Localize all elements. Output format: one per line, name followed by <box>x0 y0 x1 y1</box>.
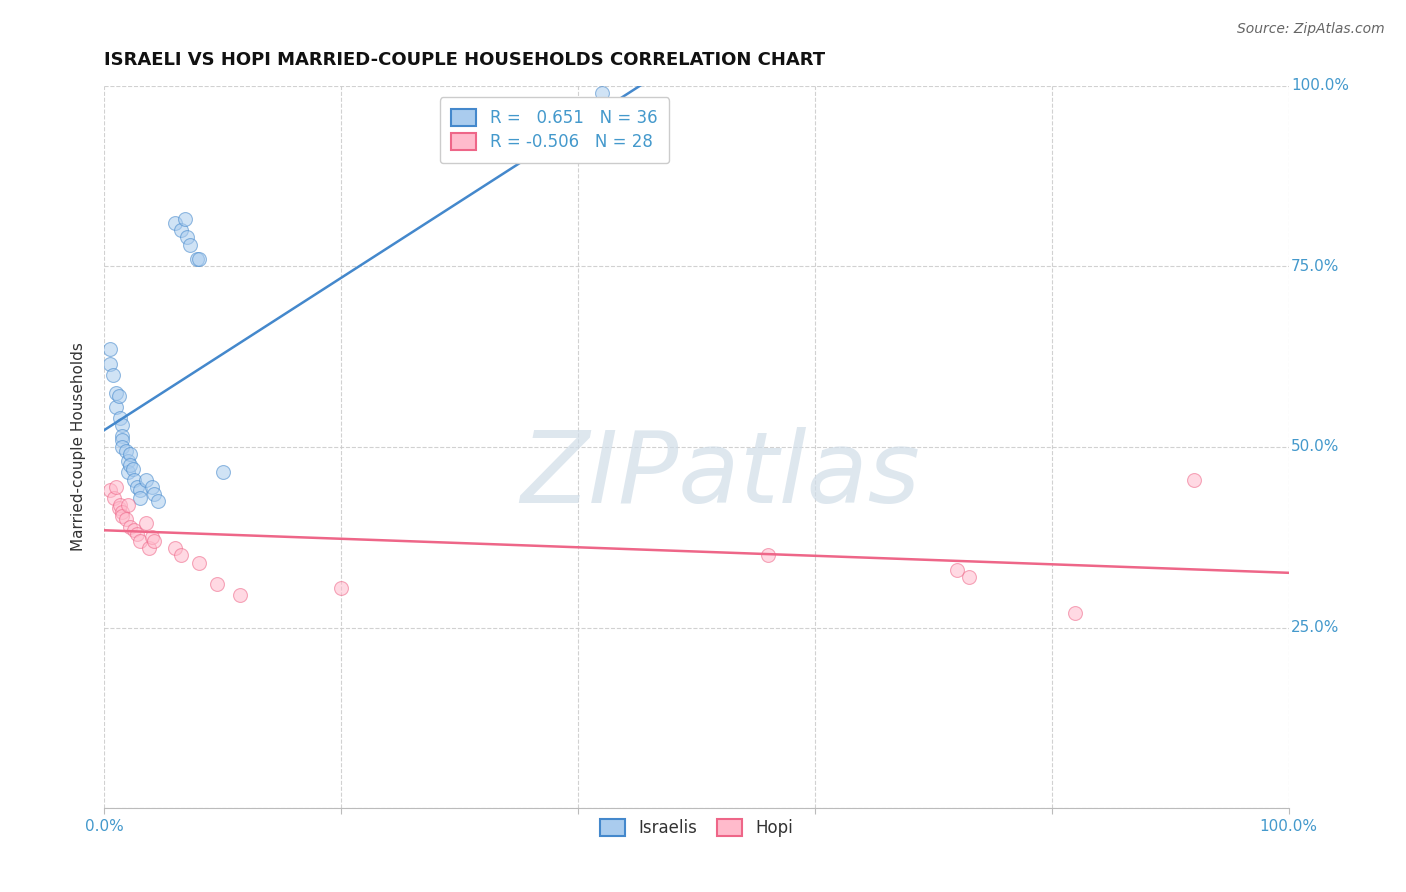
Point <box>98 483 121 498</box>
Point <box>117 498 139 512</box>
Point <box>135 516 157 530</box>
Point <box>141 530 163 544</box>
Point <box>128 483 150 498</box>
Point <box>111 433 134 447</box>
Point <box>107 501 129 516</box>
Point <box>205 577 228 591</box>
Legend: Israelis, Hopi: Israelis, Hopi <box>593 812 800 844</box>
Point <box>957 570 980 584</box>
Point <box>602 144 624 158</box>
Point <box>111 418 134 433</box>
Point <box>122 523 145 537</box>
Point <box>101 368 124 382</box>
Point <box>143 487 166 501</box>
Point <box>165 541 187 556</box>
Point <box>170 223 193 237</box>
Point <box>596 129 619 144</box>
Point <box>127 526 149 541</box>
Point <box>98 343 121 357</box>
Point <box>111 429 134 443</box>
Point <box>1182 473 1205 487</box>
Point <box>756 549 779 563</box>
Point <box>188 252 211 266</box>
Point <box>170 549 193 563</box>
Text: ZIPatlas: ZIPatlas <box>520 427 920 524</box>
Point <box>105 480 128 494</box>
Point <box>107 389 129 403</box>
Point <box>138 541 160 556</box>
Text: 25.0%: 25.0% <box>1291 620 1340 635</box>
Point <box>114 443 136 458</box>
Point <box>330 581 353 595</box>
Point <box>108 498 131 512</box>
Point <box>229 588 252 602</box>
Point <box>117 454 139 468</box>
Point <box>135 473 157 487</box>
Point <box>121 461 143 475</box>
Text: Source: ZipAtlas.com: Source: ZipAtlas.com <box>1237 22 1385 37</box>
Point <box>120 519 142 533</box>
Point <box>128 533 150 548</box>
Point <box>120 447 142 461</box>
Point <box>114 512 136 526</box>
Point <box>111 440 134 454</box>
Point <box>122 473 145 487</box>
Point <box>111 508 134 523</box>
Point <box>111 505 134 519</box>
Point <box>1064 607 1087 621</box>
Point <box>946 563 969 577</box>
Point <box>165 216 187 230</box>
Point <box>173 212 195 227</box>
Text: 50.0%: 50.0% <box>1291 440 1340 455</box>
Point <box>98 357 121 371</box>
Point <box>120 458 142 472</box>
Text: 75.0%: 75.0% <box>1291 259 1340 274</box>
Point <box>179 237 201 252</box>
Text: 100.0%: 100.0% <box>1291 78 1348 93</box>
Point <box>108 411 131 425</box>
Point <box>143 533 166 548</box>
Point <box>591 86 613 100</box>
Point <box>141 480 163 494</box>
Point <box>117 465 139 479</box>
Point <box>211 465 233 479</box>
Point <box>105 385 128 400</box>
Point <box>146 494 169 508</box>
Point <box>127 480 149 494</box>
Point <box>176 230 198 244</box>
Point <box>186 252 208 266</box>
Y-axis label: Married-couple Households: Married-couple Households <box>72 343 86 551</box>
Point <box>103 491 125 505</box>
Point <box>188 556 211 570</box>
Text: ISRAELI VS HOPI MARRIED-COUPLE HOUSEHOLDS CORRELATION CHART: ISRAELI VS HOPI MARRIED-COUPLE HOUSEHOLD… <box>104 51 825 69</box>
Point <box>128 491 150 505</box>
Point <box>105 401 128 415</box>
